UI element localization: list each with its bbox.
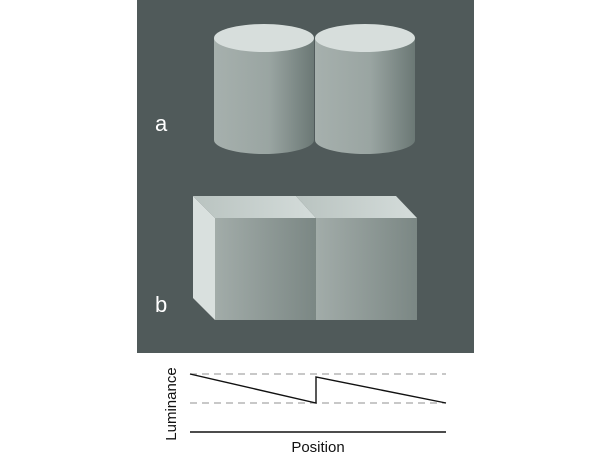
panel-b-boxes xyxy=(193,196,417,320)
box-front-right xyxy=(316,218,417,320)
box-front-left xyxy=(215,218,316,320)
luminance-plot: Luminance Position xyxy=(163,367,447,456)
left-cylinder xyxy=(214,24,314,154)
panel-label-b: b xyxy=(155,292,167,317)
box-top-right xyxy=(296,196,417,218)
y-axis-label: Luminance xyxy=(163,367,180,440)
panel-a-cylinders xyxy=(214,24,415,154)
panel-label-a: a xyxy=(155,111,168,136)
right-cylinder xyxy=(315,24,415,154)
luminance-profile-line xyxy=(189,373,447,404)
box-top-left xyxy=(193,196,316,218)
box-left-side xyxy=(193,196,215,320)
x-axis-label: Position xyxy=(291,439,344,456)
